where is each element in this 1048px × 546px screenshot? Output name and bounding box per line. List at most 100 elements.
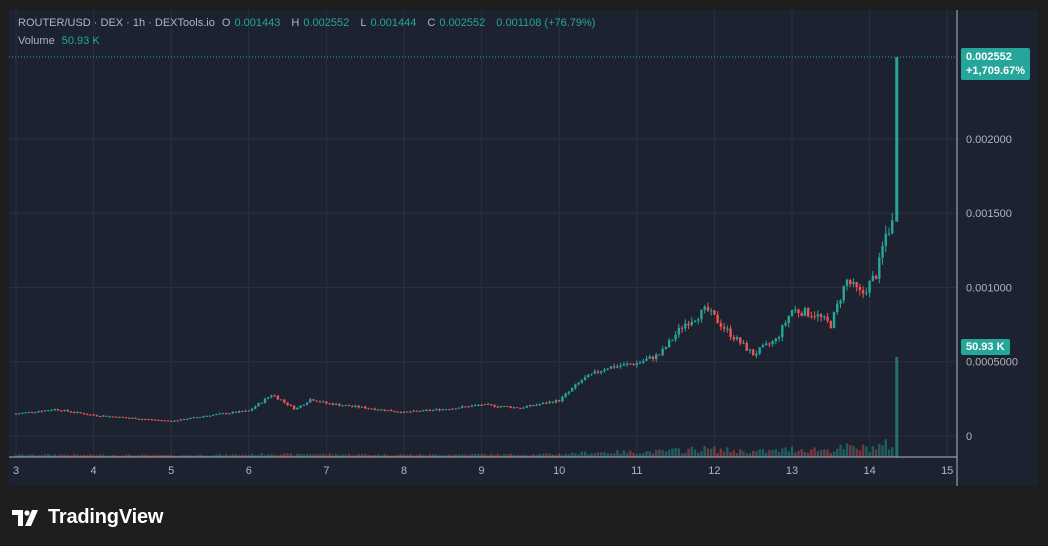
volume-bar — [334, 453, 338, 457]
volume-bar — [270, 454, 273, 457]
candle-body — [596, 371, 600, 373]
candle-body — [102, 415, 105, 417]
volume-bar — [73, 454, 76, 457]
candle-body — [383, 409, 386, 411]
candle-body — [37, 411, 40, 413]
candle-body — [742, 343, 745, 345]
candle-body — [34, 412, 37, 414]
volume-bar — [813, 447, 816, 457]
candle-body — [467, 406, 470, 408]
candle-body — [338, 403, 341, 406]
candle-body — [357, 405, 360, 408]
volume-bar — [790, 446, 794, 457]
volume-bar — [532, 454, 535, 457]
candle-body — [849, 279, 852, 284]
candle-body — [658, 354, 661, 356]
volume-bar — [131, 455, 134, 457]
volume-bar — [373, 454, 377, 457]
volume-bar — [845, 443, 849, 457]
volume-bar — [182, 454, 186, 457]
volume-bar — [493, 455, 496, 457]
candle-body — [202, 416, 205, 418]
candle-body — [464, 406, 467, 408]
candle-body — [351, 406, 354, 408]
volume-bar — [593, 453, 596, 457]
candlestick-chart[interactable]: 3 4 5 6 7 8 9 10 11 12 13 14 15 0.002000 0.001500 0.001… — [9, 10, 1038, 486]
candle-body — [797, 309, 800, 313]
volume-bar — [473, 454, 477, 457]
candle-body — [192, 417, 196, 419]
volume-bar — [205, 455, 208, 457]
candle-body — [30, 411, 34, 413]
volume-bar — [69, 455, 73, 457]
volume-bar — [739, 449, 742, 457]
candle-body — [289, 405, 293, 407]
candle-body — [409, 411, 412, 413]
volume-bar — [612, 453, 616, 457]
chart-area[interactable]: 3 4 5 6 7 8 9 10 11 12 13 14 15 0.002000 0.001500 0.001… — [9, 10, 1038, 486]
volume-bar — [554, 454, 558, 457]
close-value: 0.002552 — [439, 17, 486, 29]
candle-body — [486, 404, 490, 406]
volume-bar — [878, 443, 881, 457]
candle-body — [163, 420, 166, 422]
candle-body — [170, 420, 173, 422]
candle-body — [574, 384, 577, 389]
candle-body — [305, 402, 309, 405]
candle-body — [871, 275, 875, 282]
volume-bar — [655, 449, 658, 457]
candle-body — [89, 414, 92, 416]
volume-bar — [351, 455, 354, 457]
volume-bar — [810, 449, 813, 457]
candle-body — [558, 400, 561, 402]
candle-body — [865, 292, 868, 294]
candle-body — [105, 415, 108, 417]
candle-body — [24, 412, 27, 414]
candle-body — [309, 399, 312, 403]
volume-bar — [709, 448, 713, 457]
candle-body — [535, 404, 538, 406]
candle-body — [690, 321, 693, 326]
candle-body — [758, 347, 761, 354]
x-tick-label: 13 — [786, 465, 798, 477]
candle-body — [826, 316, 829, 321]
candle-body — [561, 396, 564, 402]
candle-body — [732, 337, 735, 340]
volume-bar — [237, 454, 241, 457]
volume-bar — [108, 455, 111, 457]
volume-bar — [176, 455, 179, 457]
candle-body — [839, 300, 842, 304]
candle-body — [461, 406, 464, 408]
volume-bar — [638, 453, 642, 457]
candle-body — [739, 337, 742, 344]
tradingview-logo[interactable]: TradingView — [12, 506, 163, 529]
low-value: 0.001444 — [370, 17, 417, 29]
candle-body — [328, 403, 331, 405]
volume-bar — [525, 455, 529, 457]
candle-body — [661, 348, 664, 355]
candle-body — [842, 285, 845, 301]
volume-bar — [364, 454, 367, 457]
last-price-badge: 0.002552 +1,709.67% — [961, 48, 1031, 80]
candle-body — [506, 406, 509, 408]
volume-bar — [95, 455, 99, 457]
volume-bar — [794, 452, 797, 457]
volume-bar — [321, 453, 325, 457]
volume-bar — [816, 451, 820, 457]
volume-bar — [202, 455, 205, 457]
volume-bar — [574, 453, 577, 457]
candle-body — [373, 408, 377, 410]
candle-body — [868, 281, 871, 293]
volume-bar — [671, 448, 674, 457]
volume-bar — [755, 451, 758, 457]
volume-bar — [674, 447, 677, 457]
candle-body — [315, 400, 318, 402]
candle-body — [431, 409, 435, 411]
candle-body — [254, 406, 257, 409]
x-tick-label: 14 — [863, 465, 875, 477]
volume-bar — [564, 453, 567, 457]
candle-body — [195, 417, 199, 419]
candle-body — [819, 314, 823, 317]
candle-body — [215, 414, 218, 416]
volume-bar — [684, 452, 687, 457]
